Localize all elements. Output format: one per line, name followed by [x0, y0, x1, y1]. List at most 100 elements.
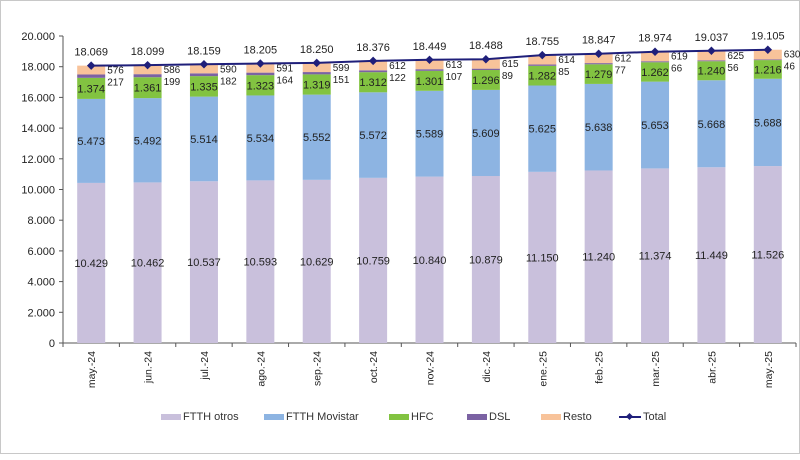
bar-segment-hfc — [77, 77, 106, 99]
y-tick-label: 20.000 — [21, 31, 55, 43]
data-label-dsl: 122 — [389, 73, 406, 84]
x-tick-label: may.-25 — [763, 351, 775, 388]
x-tick-label: mar.-25 — [650, 351, 662, 387]
bar-segment-ftth-movistar — [697, 80, 726, 168]
legend-label: HFC — [411, 411, 434, 423]
data-label-dsl: 46 — [784, 62, 796, 73]
data-label-ftth-otros: 10.879 — [469, 255, 503, 267]
x-tick-label: dic.-24 — [481, 351, 493, 383]
legend-swatch-ftth-movistar — [264, 414, 284, 420]
data-label-ftth-otros: 11.150 — [526, 252, 559, 264]
y-tick-label: 4.000 — [27, 277, 55, 289]
bar-segment-dsl — [246, 72, 275, 76]
data-label-ftth-otros: 10.429 — [74, 258, 108, 270]
x-tick-label: ene.-25 — [537, 351, 549, 387]
bar-segment-ftth-otros — [697, 167, 726, 343]
data-label-ftth-otros: 11.374 — [639, 251, 672, 263]
bars — [77, 49, 782, 343]
data-label-dsl: 199 — [164, 77, 181, 88]
data-label-resto: 590 — [220, 64, 237, 75]
x-tick-label: feb.-25 — [594, 351, 606, 384]
bar-segment-resto — [528, 55, 557, 65]
data-label-ftth-movistar: 5.688 — [754, 117, 782, 129]
data-label-dsl: 89 — [502, 71, 514, 82]
bar-segment-ftth-movistar — [302, 94, 331, 180]
data-label-total: 18.488 — [469, 40, 503, 52]
data-label-hfc: 1.335 — [190, 81, 218, 93]
y-axis: 0 2.000 4.000 6.000 8.000 10.000 12.000 14.000 1… — [21, 31, 64, 350]
x-tick-label: oct.-24 — [368, 351, 380, 383]
bar-segment-hfc — [133, 77, 162, 99]
data-label-resto: 591 — [276, 64, 293, 75]
total-point-marker — [256, 59, 265, 68]
x-axis: may.-24 jun.-24 jul.-24 ago.-24 sep.-24 oct.-… — [62, 342, 797, 388]
data-label-ftth-movistar: 5.668 — [698, 119, 726, 131]
total-point-marker — [86, 61, 96, 70]
bar-segment-resto — [641, 51, 670, 62]
bar-segment-resto — [246, 63, 275, 73]
bar-segment-hfc — [697, 61, 726, 81]
y-tick-label: 18.000 — [21, 62, 55, 74]
bar-segment-ftth-otros — [753, 166, 782, 343]
data-label-resto: 586 — [164, 65, 181, 76]
bar-segment-ftth-otros — [77, 182, 106, 343]
data-label-ftth-movistar: 5.514 — [190, 134, 218, 146]
bar-segment-resto — [753, 49, 782, 60]
bar-segment-ftth-otros — [471, 176, 500, 343]
data-label-hfc: 1.319 — [303, 79, 331, 91]
data-label-resto: 612 — [615, 54, 632, 65]
data-label-resto: 615 — [502, 59, 519, 70]
bar-segment-dsl — [584, 63, 613, 65]
bar-segment-ftth-movistar — [189, 96, 218, 182]
bar-segment-resto — [471, 59, 500, 69]
legend-label: Resto — [563, 411, 592, 423]
legend: FTTH otros FTTH Movistar HFC DSL Resto T… — [161, 411, 761, 429]
data-label-ftth-otros: 10.629 — [300, 256, 334, 268]
x-tick-label: sep.-24 — [312, 351, 324, 386]
data-label-dsl: 164 — [276, 76, 293, 87]
bar-segment-ftth-movistar — [133, 98, 162, 183]
bar-segment-ftth-otros — [415, 176, 444, 343]
bar-segment-resto — [359, 60, 388, 71]
bar-segment-dsl — [415, 69, 444, 71]
legend-label: Total — [643, 411, 667, 423]
data-label-resto: 613 — [446, 60, 463, 71]
data-label-hfc: 1.374 — [77, 83, 105, 95]
data-label-dsl: 182 — [220, 76, 237, 87]
legend-label: FTTH otros — [183, 411, 239, 423]
total-point-marker — [143, 60, 152, 70]
x-tick-label: ago.-24 — [255, 351, 267, 387]
bar-segment-ftth-otros — [189, 181, 218, 343]
legend-item-ftth-movistar: FTTH Movistar — [264, 411, 359, 423]
total-line: 18.069 18.099 18.159 18.205 18.250 18.376 18.4… — [74, 31, 785, 70]
data-label-ftth-otros: 10.840 — [413, 255, 447, 267]
data-label-ftth-otros: 10.759 — [356, 255, 390, 267]
bar-segment-hfc — [359, 72, 388, 93]
data-label-ftth-otros: 10.537 — [187, 257, 221, 269]
data-label-total: 18.974 — [638, 33, 672, 45]
data-label-hfc: 1.262 — [641, 67, 669, 79]
bar-segment-resto — [189, 64, 218, 74]
data-label-dsl: 77 — [615, 66, 627, 77]
data-label-hfc: 1.301 — [416, 76, 444, 88]
data-label-hfc: 1.216 — [754, 64, 782, 76]
data-label-ftth-otros: 11.240 — [582, 252, 615, 264]
data-label-ftth-movistar: 5.609 — [472, 128, 500, 140]
bar-segment-ftth-movistar — [753, 78, 782, 167]
bar-segment-ftth-otros — [584, 170, 613, 343]
bar-segment-dsl — [697, 60, 726, 62]
data-label-dsl: 85 — [558, 67, 570, 78]
data-label-ftth-movistar: 5.638 — [585, 122, 613, 134]
bar-segment-resto — [697, 50, 726, 61]
data-label-ftth-movistar: 5.473 — [77, 136, 105, 148]
bar-segment-ftth-movistar — [471, 89, 500, 177]
bar-segment-ftth-movistar — [415, 90, 444, 177]
legend-item-total: Total — [619, 411, 666, 423]
bar-segment-ftth-movistar — [641, 81, 670, 169]
data-label-resto: 630 — [784, 50, 800, 61]
legend-item-ftth-otros: FTTH otros — [161, 411, 239, 423]
data-label-resto: 619 — [671, 52, 688, 63]
data-label-total: 18.099 — [131, 46, 165, 58]
bar-segment-hfc — [584, 64, 613, 84]
